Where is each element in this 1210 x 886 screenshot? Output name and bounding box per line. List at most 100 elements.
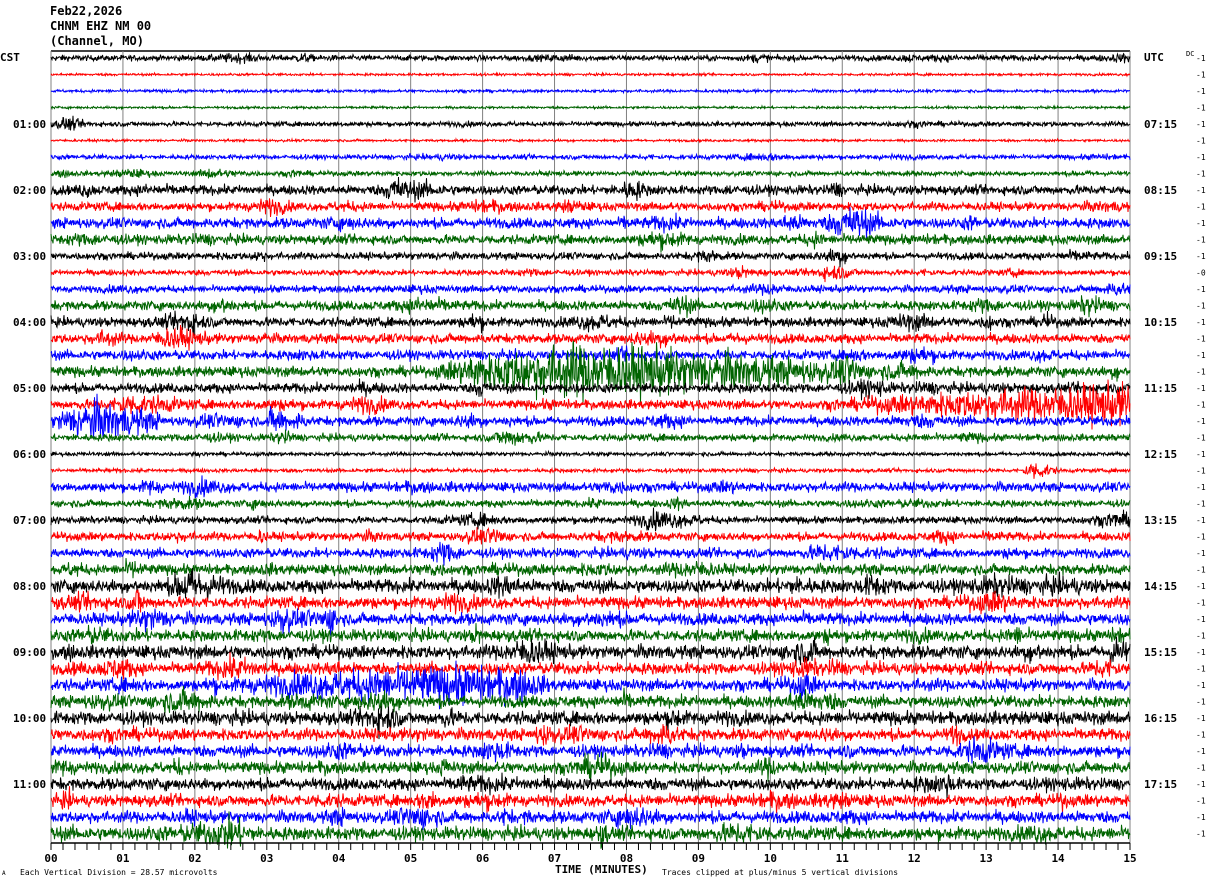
trace-row bbox=[50, 324, 1131, 351]
x-tick-label: 11 bbox=[836, 852, 850, 865]
utc-hour-label: 10:15 bbox=[1144, 316, 1177, 329]
dc-offset-label: -1 bbox=[1196, 681, 1206, 690]
dc-offset-label: -1 bbox=[1196, 731, 1206, 740]
dc-offset-label: -1 bbox=[1196, 566, 1206, 575]
trace-row bbox=[51, 248, 1131, 268]
clip-note: Traces clipped at plus/minus 5 vertical … bbox=[662, 868, 899, 877]
trace-row bbox=[51, 736, 1131, 764]
dc-offset-label: -1 bbox=[1196, 120, 1206, 129]
dc-offset-label: -1 bbox=[1196, 747, 1206, 756]
dc-offset-label: -1 bbox=[1196, 351, 1206, 360]
trace-row bbox=[50, 393, 1131, 439]
trace-row bbox=[50, 429, 1131, 446]
x-tick-label: 01 bbox=[116, 852, 130, 865]
x-tick-label: 04 bbox=[332, 852, 346, 865]
dc-offset-label: -1 bbox=[1196, 533, 1206, 542]
trace-row bbox=[50, 87, 1130, 95]
utc-hour-label: 14:15 bbox=[1144, 580, 1177, 593]
dc-offset-label: -1 bbox=[1196, 516, 1206, 525]
trace-row bbox=[50, 137, 1131, 144]
dc-offset-label: -1 bbox=[1196, 615, 1206, 624]
dc-offset-label: -1 bbox=[1196, 764, 1206, 773]
x-tick-label: 00 bbox=[44, 852, 57, 865]
cst-hour-label: 03:00 bbox=[13, 250, 46, 263]
dc-offset-label: -1 bbox=[1196, 698, 1206, 707]
x-tick-label: 14 bbox=[1051, 852, 1065, 865]
location-label: (Channel, MO) bbox=[50, 34, 144, 48]
dc-offset-label: -1 bbox=[1196, 335, 1206, 344]
x-tick-label: 03 bbox=[260, 852, 273, 865]
trace-row bbox=[51, 589, 1131, 615]
trace-row bbox=[50, 685, 1131, 714]
scale-note: Each Vertical Division = 28.57 microvolt… bbox=[20, 868, 218, 877]
dc-offset-label: -1 bbox=[1196, 467, 1206, 476]
trace-row bbox=[50, 636, 1131, 667]
row-labels: -1 -1 -1 -1 -1 01:00 07:15 -1 -1 -1 -1 02:00 08:15 -1… bbox=[13, 54, 1206, 839]
trace-row bbox=[50, 52, 1131, 65]
trace-row bbox=[50, 104, 1131, 111]
x-tick-label: 08 bbox=[620, 852, 633, 865]
x-tick-label: 02 bbox=[188, 852, 201, 865]
time-axis: 00 01 02 03 04 05 06 07 08 09 10 11 12 13 14 15 bbox=[44, 842, 1137, 865]
trace-row bbox=[50, 198, 1131, 218]
traces bbox=[50, 52, 1131, 849]
trace-row bbox=[50, 310, 1131, 339]
trace-row bbox=[50, 608, 1131, 636]
dc-offset-label: -1 bbox=[1196, 483, 1206, 492]
trace-row bbox=[50, 71, 1131, 78]
cst-hour-label: 01:00 bbox=[13, 118, 46, 131]
dc-offset-label: -1 bbox=[1196, 170, 1206, 179]
dc-offset-label: -1 bbox=[1196, 797, 1206, 806]
cst-hour-label: 02:00 bbox=[13, 184, 46, 197]
trace-row bbox=[50, 230, 1131, 253]
utc-hour-label: 08:15 bbox=[1144, 184, 1177, 197]
date-label: Feb22,2026 bbox=[50, 4, 123, 18]
dc-offset-label: -1 bbox=[1196, 549, 1206, 558]
x-tick-label: 07 bbox=[548, 852, 561, 865]
trace-row bbox=[50, 660, 1131, 710]
trace-row bbox=[50, 811, 1131, 849]
cst-hour-label: 07:00 bbox=[13, 514, 46, 527]
left-timezone-label: CST bbox=[0, 51, 20, 64]
trace-row bbox=[50, 541, 1131, 566]
dc-offset-label: -1 bbox=[1196, 665, 1206, 674]
trace-row bbox=[50, 463, 1131, 479]
trace-row bbox=[50, 706, 1131, 740]
x-tick-label: 05 bbox=[404, 852, 417, 865]
dc-offset-label: -1 bbox=[1196, 830, 1206, 839]
trace-row bbox=[50, 623, 1131, 647]
dc-offset-label: -0 bbox=[1196, 269, 1206, 278]
dc-offset-label: -1 bbox=[1196, 648, 1206, 657]
dc-offset-label: -1 bbox=[1196, 813, 1206, 822]
dc-offset-label: -1 bbox=[1196, 137, 1206, 146]
dc-offset-label: -1 bbox=[1196, 632, 1206, 641]
dc-offset-label: -1 bbox=[1196, 780, 1206, 789]
trace-row bbox=[50, 526, 1131, 546]
trace-row bbox=[50, 475, 1131, 498]
dc-offset-label: -1 bbox=[1196, 384, 1206, 393]
trace-row bbox=[50, 806, 1131, 831]
trace-row bbox=[50, 295, 1131, 318]
utc-hour-label: 12:15 bbox=[1144, 448, 1177, 461]
gridlines bbox=[50, 50, 1131, 843]
trace-row bbox=[50, 207, 1131, 240]
dc-offset-label: -1 bbox=[1196, 599, 1206, 608]
x-tick-label: 12 bbox=[908, 852, 921, 865]
trace-row bbox=[50, 176, 1131, 203]
trace-row bbox=[50, 340, 1131, 404]
dc-offset-label: -1 bbox=[1196, 434, 1206, 443]
utc-hour-label: 11:15 bbox=[1144, 382, 1177, 395]
dc-offset-label: -1 bbox=[1196, 302, 1206, 311]
trace-row bbox=[50, 449, 1131, 459]
trace-row bbox=[50, 495, 1131, 512]
cst-hour-label: 09:00 bbox=[13, 646, 46, 659]
trace-row bbox=[50, 558, 1131, 579]
trace-row bbox=[50, 152, 1131, 162]
trace-row bbox=[50, 265, 1131, 283]
trace-row bbox=[50, 651, 1131, 681]
cst-hour-label: 08:00 bbox=[13, 580, 46, 593]
dc-offset-label: -1 bbox=[1196, 236, 1206, 245]
dc-offset-label: -1 bbox=[1196, 714, 1206, 723]
trace-row bbox=[50, 507, 1131, 532]
